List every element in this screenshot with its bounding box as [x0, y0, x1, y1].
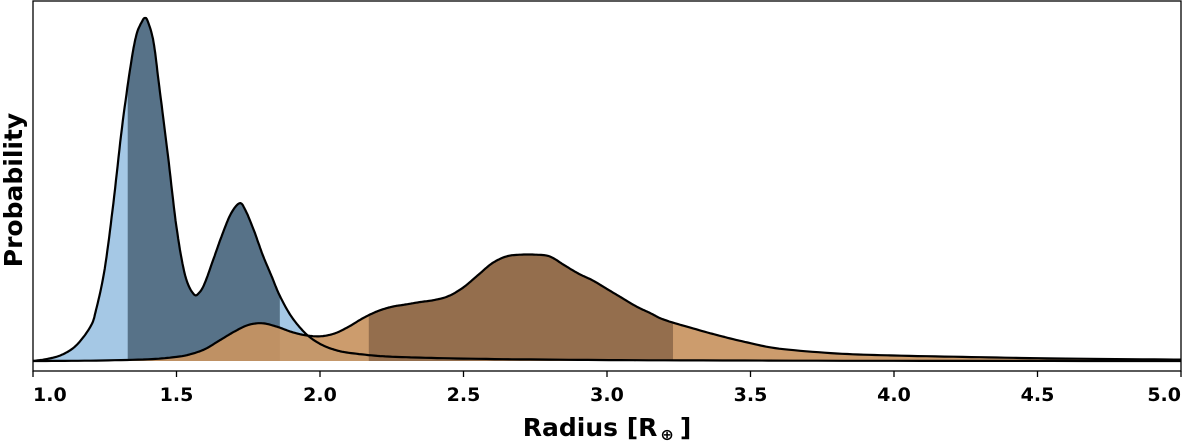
x-tick-label: 5.0 [1147, 384, 1181, 406]
series-2-outline [33, 253, 1181, 363]
y-axis-title: Probability [0, 113, 28, 267]
x-tick-label: 2.0 [303, 384, 337, 406]
x-axis-title-end: ] [680, 413, 691, 442]
x-tick-label: 4.0 [877, 384, 911, 406]
earth-symbol: ⊕ [660, 425, 673, 444]
x-axis: 1.0 1.5 2.0 2.5 3.0 3.5 4.0 4.5 5.0 [32, 371, 1182, 406]
x-tick-label: 1.5 [160, 384, 194, 406]
series-1-outline [33, 16, 1181, 363]
x-axis-title: Radius [R ⊕] [523, 413, 692, 444]
x-tick-label: 2.5 [447, 384, 481, 406]
x-tick-label: 4.5 [1021, 384, 1055, 406]
x-tick-label: 3.5 [734, 384, 768, 406]
x-axis-title-main: Radius [R [523, 413, 658, 442]
x-tick-label: 1.0 [33, 384, 67, 406]
x-tick-label: 3.0 [590, 384, 624, 406]
